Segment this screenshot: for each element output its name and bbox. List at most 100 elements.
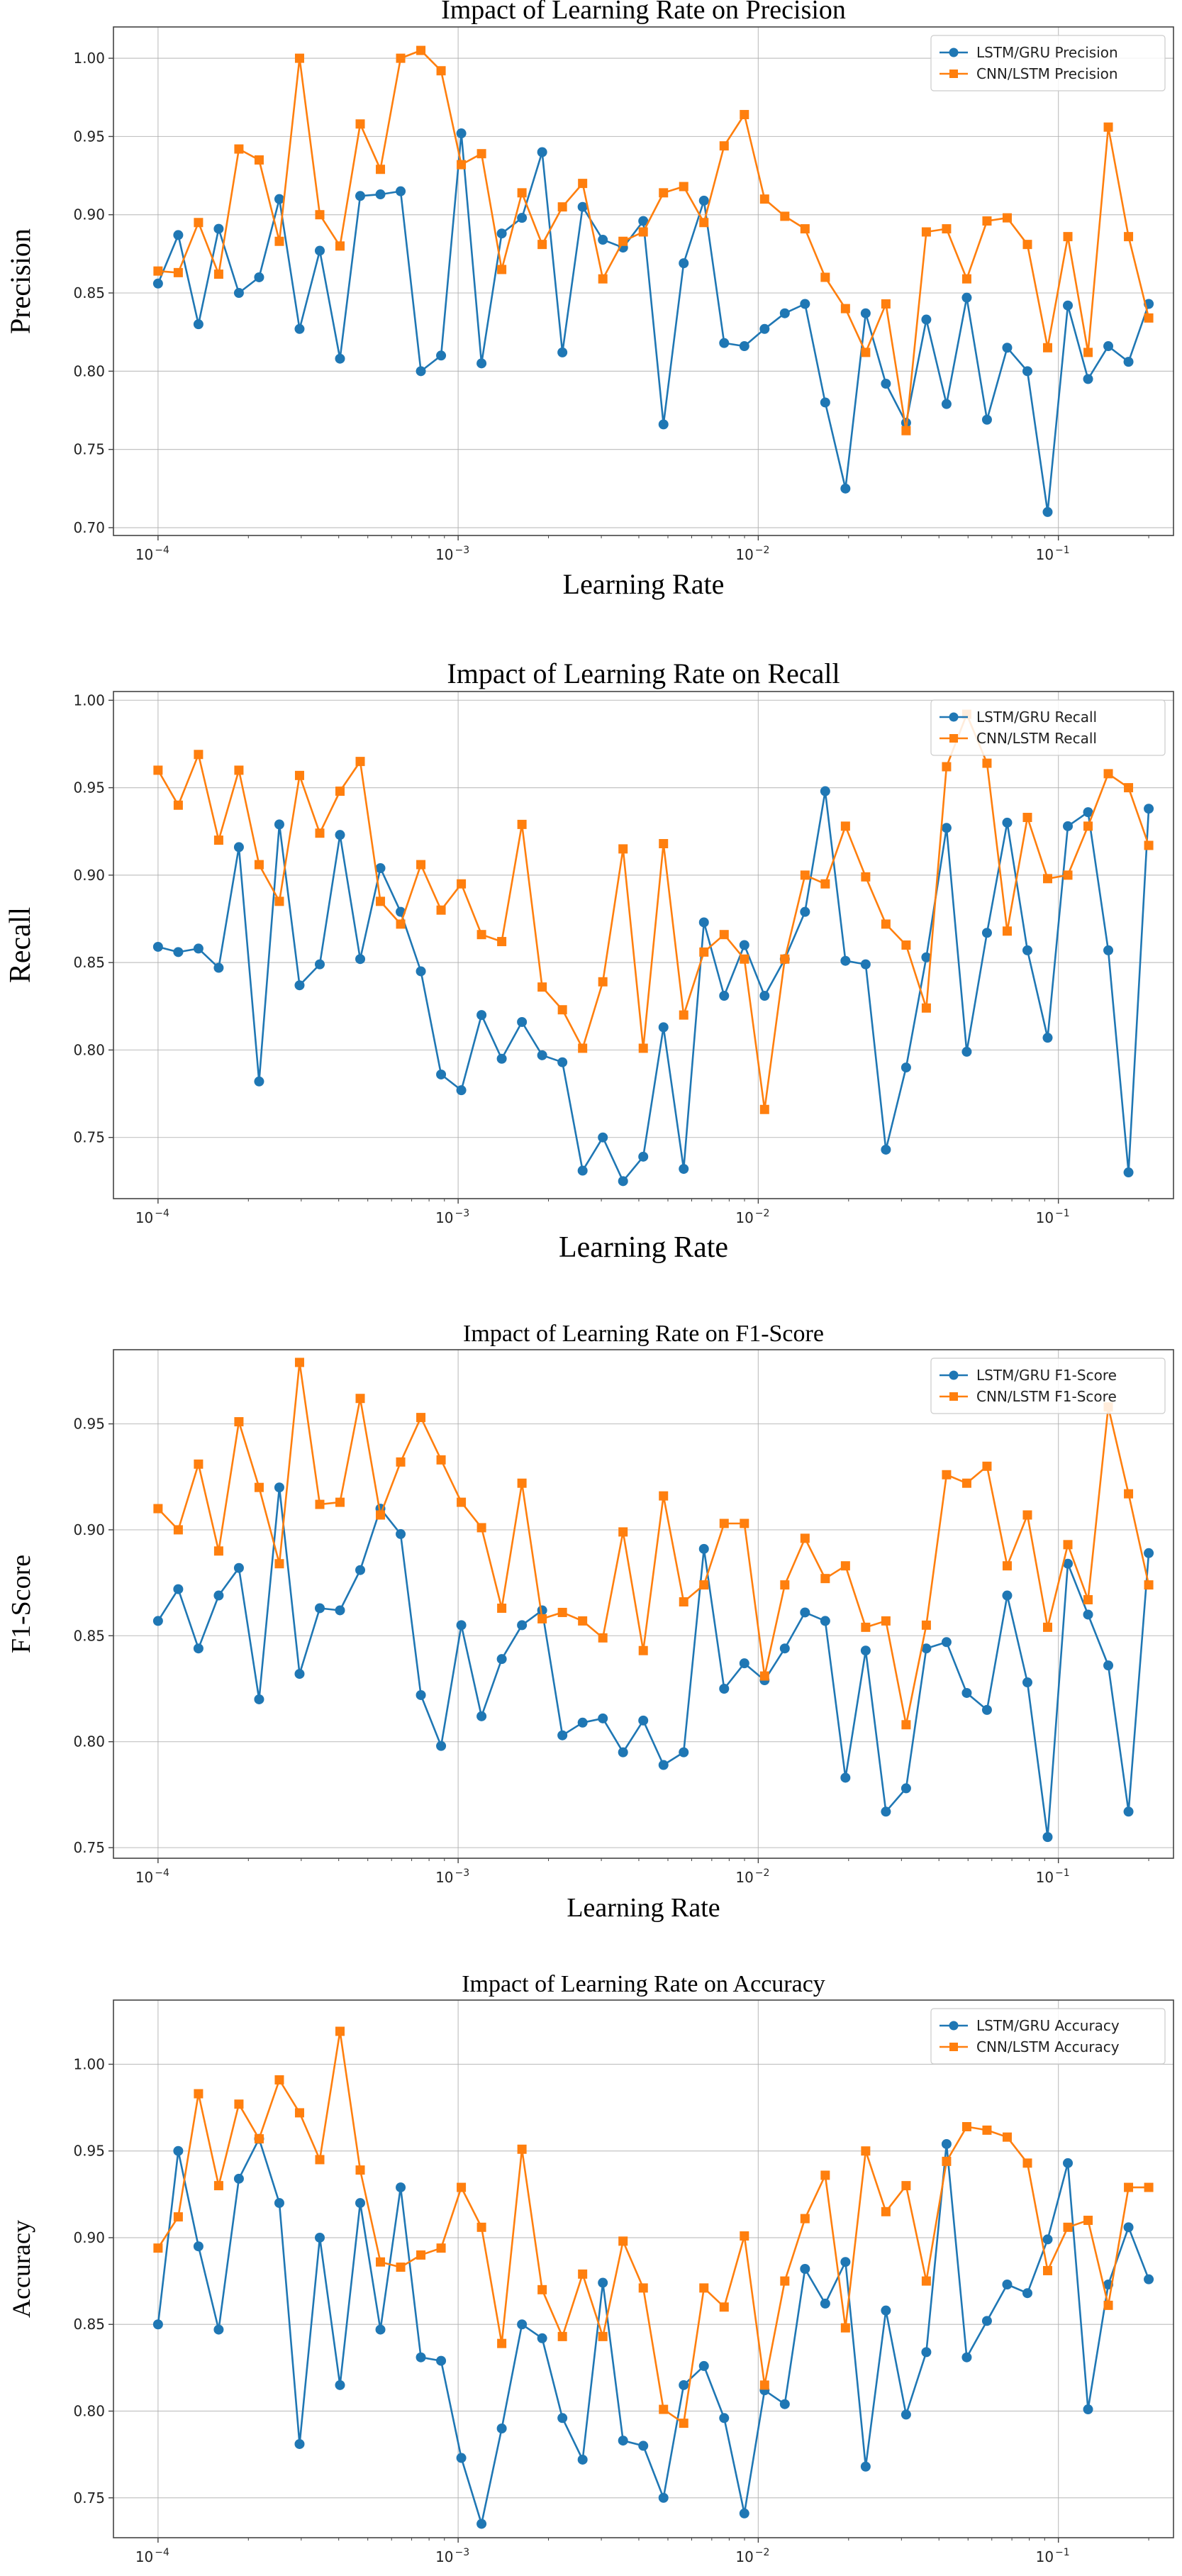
data-point <box>881 299 891 309</box>
series-cnn-lstm <box>153 45 1154 435</box>
data-point <box>314 245 325 256</box>
plot-frame <box>113 1999 1174 2538</box>
data-point <box>1042 1033 1053 1043</box>
legend-label: CNN/LSTM Precision <box>976 65 1118 82</box>
data-point <box>699 218 709 228</box>
data-point <box>961 2121 971 2131</box>
data-point <box>335 2026 345 2036</box>
data-point <box>497 937 507 947</box>
data-point <box>173 2212 183 2222</box>
data-point <box>820 2298 830 2309</box>
data-point <box>416 1689 426 1700</box>
data-point <box>779 2399 790 2409</box>
data-point <box>780 1580 790 1590</box>
data-point <box>274 1482 284 1493</box>
data-point <box>416 366 426 377</box>
data-point <box>194 2089 203 2099</box>
data-point <box>679 182 688 191</box>
data-point <box>537 982 547 992</box>
data-point <box>658 2492 669 2503</box>
data-point <box>456 128 467 139</box>
legend: LSTM/GRU F1-Score CNN/LSTM F1-Score <box>930 1358 1166 1414</box>
data-point <box>537 2333 547 2343</box>
data-point <box>820 1616 830 1626</box>
data-point <box>598 2277 608 2288</box>
data-point <box>153 765 163 775</box>
data-point <box>941 399 952 409</box>
data-point <box>355 2198 366 2209</box>
plot-frame <box>113 691 1174 1199</box>
data-point <box>1063 870 1073 880</box>
data-point <box>942 2156 952 2166</box>
data-point <box>759 323 770 334</box>
data-point <box>173 2145 184 2156</box>
data-point <box>577 1717 588 1728</box>
data-point <box>1002 213 1012 223</box>
data-point <box>961 2352 972 2363</box>
data-point <box>557 1057 568 1067</box>
legend-box <box>930 2008 1166 2065</box>
data-point <box>537 240 547 250</box>
plot-frame <box>113 26 1174 536</box>
data-point <box>658 1760 669 1770</box>
x-axis-label: Learning Rate <box>571 2573 716 2576</box>
data-point <box>941 1637 952 1648</box>
data-point <box>921 1620 931 1630</box>
data-point <box>638 2441 649 2451</box>
data-point <box>436 1741 447 1751</box>
data-point <box>355 757 365 767</box>
data-point <box>800 2214 810 2224</box>
data-point <box>860 308 871 318</box>
data-point <box>719 1684 730 1694</box>
data-point <box>901 2409 911 2420</box>
data-point <box>153 1504 163 1514</box>
data-point <box>517 1620 528 1631</box>
data-point <box>213 1546 223 1556</box>
data-point <box>557 347 568 357</box>
data-point <box>537 2284 547 2294</box>
x-axis-label: Learning Rate <box>567 1893 720 1923</box>
data-point <box>1103 2300 1113 2310</box>
data-point <box>1123 2222 1134 2233</box>
data-point <box>780 2276 790 2286</box>
data-point <box>537 1614 547 1623</box>
data-point <box>740 954 749 964</box>
legend-marker <box>949 1370 959 1380</box>
data-point <box>921 314 932 325</box>
data-point <box>476 358 487 369</box>
data-point <box>942 224 952 234</box>
data-point <box>961 292 972 303</box>
data-point <box>254 2134 264 2144</box>
data-point <box>557 2331 567 2341</box>
data-point <box>638 1043 648 1053</box>
data-point <box>315 2155 325 2165</box>
data-point <box>800 2264 810 2274</box>
data-point <box>1002 1561 1012 1571</box>
data-point <box>233 1562 244 1573</box>
data-point <box>557 1607 567 1617</box>
data-point <box>254 1076 264 1087</box>
data-point <box>860 1645 871 1656</box>
data-point <box>355 119 365 129</box>
data-point <box>152 2319 163 2330</box>
data-point <box>294 770 304 780</box>
data-point <box>840 955 851 966</box>
data-point <box>739 341 749 352</box>
data-point <box>638 2283 648 2293</box>
data-point <box>679 2419 688 2428</box>
y-tick-label: 0.80 <box>73 1733 105 1750</box>
data-point <box>961 1687 972 1698</box>
data-point <box>355 954 366 965</box>
data-point <box>476 2222 486 2232</box>
legend-label: CNN/LSTM F1-Score <box>976 1388 1117 1405</box>
data-point <box>173 1584 184 1594</box>
data-point <box>982 1461 992 1471</box>
data-point <box>173 267 183 277</box>
data-point <box>901 2181 911 2191</box>
data-point <box>779 308 790 318</box>
legend-marker <box>949 2043 958 2051</box>
data-point <box>618 844 628 854</box>
data-point <box>375 863 386 874</box>
data-point <box>294 323 305 334</box>
data-point <box>476 149 486 159</box>
